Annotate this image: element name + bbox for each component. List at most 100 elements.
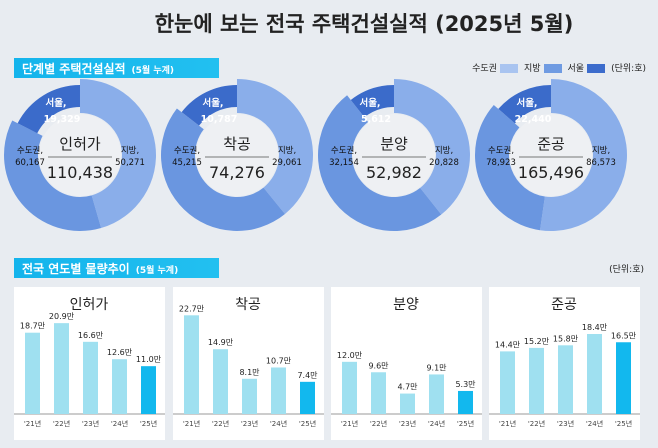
- donut-title: 인허가: [59, 135, 101, 153]
- slice-local: [540, 79, 627, 231]
- value-seoul: 19,329: [44, 114, 81, 125]
- bar: [529, 347, 544, 414]
- x-tick-label: '21년: [24, 419, 41, 428]
- label-capital: 수도권,: [174, 145, 200, 156]
- data-label: 14.4만: [495, 340, 521, 349]
- legend-unit: (단위:호): [611, 64, 646, 74]
- data-label: 15.8만: [553, 334, 579, 343]
- bar-chart-title: 착공: [235, 297, 261, 313]
- donut-total: 110,438: [47, 163, 113, 182]
- data-label: 22.7만: [179, 304, 205, 313]
- section-note: (5월 누계): [131, 66, 175, 76]
- data-label: 16.6만: [78, 331, 104, 340]
- data-label: 11.0만: [136, 355, 162, 364]
- x-tick-label: '22년: [528, 419, 545, 428]
- legend-item-seoul: 서울: [568, 61, 606, 74]
- slice-capital: [161, 108, 285, 232]
- data-label: 7.4만: [297, 371, 318, 380]
- x-tick-label: '24년: [586, 419, 603, 428]
- x-tick-label: '25년: [140, 419, 157, 428]
- label-seoul: 서울,: [45, 97, 66, 109]
- slice-capital: [3, 120, 102, 231]
- bar: [271, 367, 286, 414]
- label-local: 지방,: [278, 145, 296, 156]
- donut-title: 준공: [537, 135, 565, 153]
- donut-center: [39, 114, 121, 196]
- bar: [342, 361, 357, 414]
- bar: [54, 323, 69, 414]
- bar-panel-준공: 준공 14.4만 '21년 15.2만 '22년 15.8만 '23년 18.4만 '24년 16…: [489, 287, 640, 440]
- slice-capital: [475, 104, 545, 231]
- legend-item-local: 지방: [524, 61, 562, 74]
- x-tick-label: '23년: [82, 419, 99, 428]
- x-tick-label: '23년: [557, 419, 574, 428]
- label-seoul: 서울,: [516, 97, 537, 109]
- data-label: 9.1만: [426, 363, 447, 372]
- donut-total: 74,276: [209, 163, 265, 182]
- donut-title: 분양: [380, 135, 408, 153]
- value-capital: 32,154: [329, 158, 359, 168]
- x-tick-label: '24년: [111, 419, 128, 428]
- x-tick-label: '25년: [299, 419, 316, 428]
- bar: [616, 342, 631, 414]
- legend-item-capital: 수도권: [472, 61, 518, 74]
- label-local: 지방,: [121, 145, 139, 156]
- x-tick-label: '24년: [270, 419, 287, 428]
- data-label: 15.2만: [524, 337, 550, 346]
- bar-panel-분양: 분양 12.0만 '21년 9.6만 '22년 4.7만 '23년 9.1만 '24년 5.3만 '…: [331, 287, 482, 440]
- bar: [25, 332, 40, 414]
- label-capital: 수도권,: [488, 145, 514, 156]
- section-note: (5월 누계): [135, 266, 179, 276]
- x-tick-label: '24년: [428, 419, 445, 428]
- bar: [587, 334, 602, 414]
- donut-준공: 준공 165,496 지방, 86,573 수도권, 78,923 서울, 22,440: [475, 79, 627, 231]
- label-local: 지방,: [592, 145, 610, 156]
- legend: 수도권 지방 서울 (단위:호): [472, 61, 646, 74]
- label-local: 지방,: [435, 145, 453, 156]
- donut-인허가: 인허가 110,438 지방, 50,271 수도권, 60,167 서울, 19,329: [3, 79, 157, 231]
- donut-분양: 분양 52,982 지방, 20,828 수도권, 32,154 서울, 5,612: [317, 79, 470, 232]
- slice-local: [237, 79, 314, 214]
- label-seoul: 서울,: [202, 97, 223, 109]
- bar: [213, 349, 228, 414]
- bar: [242, 378, 257, 414]
- value-local: 29,061: [272, 158, 302, 168]
- x-tick-label: '25년: [615, 419, 632, 428]
- value-capital: 78,923: [486, 158, 516, 168]
- data-label: 12.6만: [107, 348, 133, 357]
- bar: [500, 351, 515, 414]
- page-title: 한눈에 보는 전국 주택건설실적 (2025년 5월): [154, 12, 574, 36]
- value-seoul: 5,612: [361, 114, 391, 125]
- label-capital: 수도권,: [331, 145, 357, 156]
- bar-chart-title: 분양: [393, 297, 419, 313]
- bar: [141, 366, 156, 414]
- data-label: 10.7만: [266, 356, 292, 365]
- donut-charts: 인허가 110,438 지방, 50,271 수도권, 60,167 서울, 19,329 착공…: [3, 79, 627, 232]
- data-label: 20.9만: [49, 312, 75, 321]
- value-capital: 45,215: [172, 158, 202, 168]
- x-tick-label: '22년: [370, 419, 387, 428]
- label-seoul: 서울,: [359, 97, 380, 109]
- x-tick-label: '22년: [212, 419, 229, 428]
- data-label: 9.6만: [368, 361, 389, 370]
- slice-capital: [317, 95, 442, 232]
- bar: [458, 390, 473, 414]
- donut-total: 52,982: [366, 163, 422, 182]
- bar: [112, 359, 127, 414]
- bar-chart-title: 준공: [551, 297, 577, 313]
- slice-seoul: [498, 85, 551, 124]
- value-local: 86,573: [586, 158, 616, 168]
- bar-chart-title: 인허가: [70, 297, 109, 313]
- x-tick-label: '21년: [183, 419, 200, 428]
- data-label: 5.3만: [455, 380, 476, 389]
- bar: [429, 374, 444, 414]
- x-tick-label: '23년: [399, 419, 416, 428]
- slice-local: [394, 79, 470, 215]
- x-tick-label: '25년: [457, 419, 474, 428]
- data-label: 16.5만: [611, 331, 637, 340]
- value-local: 50,271: [115, 158, 145, 168]
- data-label: 12.0만: [337, 351, 363, 360]
- data-label: 4.7만: [397, 383, 418, 392]
- bar: [83, 341, 98, 414]
- value-local: 20,828: [429, 158, 459, 168]
